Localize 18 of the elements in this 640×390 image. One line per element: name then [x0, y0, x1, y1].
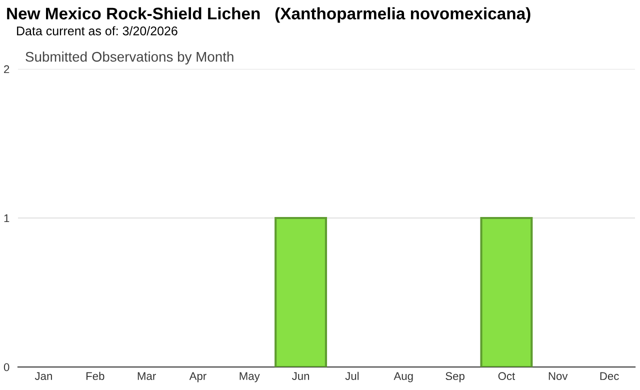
- x-tick-label: Feb: [86, 372, 104, 380]
- x-tick-label: Nov: [548, 372, 568, 380]
- x-tick-label: Sep: [446, 372, 464, 382]
- x-tick-label: May: [240, 372, 260, 382]
- chart-subtitle: Data current as of: 3/20/2026: [17, 26, 178, 36]
- x-tick-label: Jan: [34, 372, 52, 380]
- x-tick-label: Oct: [498, 372, 516, 380]
- y-tick-label: 1: [4, 214, 10, 222]
- x-tick-label: Jun: [292, 372, 310, 380]
- x-tick-label: Aug: [394, 372, 413, 382]
- x-tick-label: Dec: [600, 372, 619, 380]
- chart-title: New Mexico Rock-Shield Lichen (Xanthoparmelia novomexicana): [7, 7, 530, 23]
- text: Submitted Observations by Month: [26, 52, 234, 64]
- y-tick-label: 0: [4, 363, 10, 372]
- x-tick-label: Jul: [345, 372, 359, 380]
- x-tick-label: Apr: [189, 372, 206, 382]
- x-tick-label: Mar: [138, 372, 156, 380]
- y-tick-label: 2: [4, 65, 10, 74]
